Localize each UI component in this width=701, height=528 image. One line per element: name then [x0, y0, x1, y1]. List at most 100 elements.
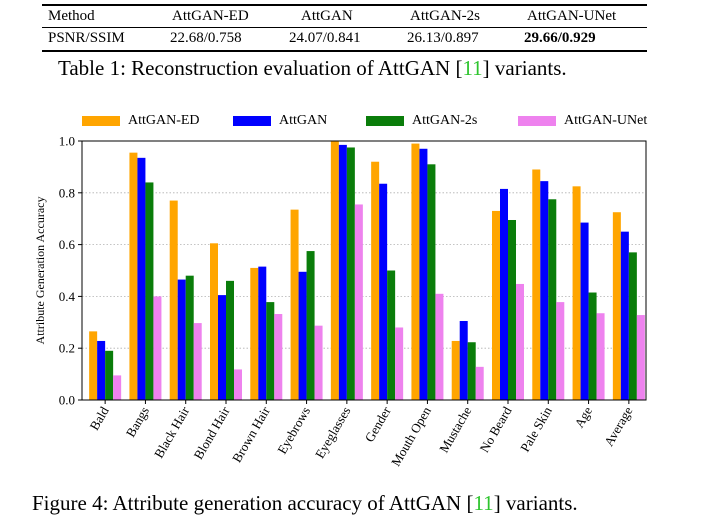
bar-attgan-ed — [492, 210, 500, 400]
bar-attgan-unet — [395, 327, 404, 400]
bar-attgan-ed — [290, 209, 299, 400]
bar-attgan-unet — [193, 323, 202, 400]
bar-attgan-2s — [266, 302, 275, 400]
bar-attgan — [258, 266, 267, 400]
bar-attgan — [419, 148, 428, 400]
bar-attgan-ed — [210, 243, 218, 400]
bar-attgan — [218, 295, 226, 400]
x-tick-label: Mustache — [436, 404, 474, 455]
bar-chart: 0.0 0.2 0.4 0.6 0.8 1.0 Attribute Generation A… — [33, 134, 647, 469]
bar-attgan-unet — [274, 314, 283, 400]
x-tick-label: No Beard — [477, 404, 515, 455]
table-cell-metric: PSNR/SSIM — [48, 30, 125, 46]
x-tick-label: Brown Hair — [229, 403, 273, 465]
bar-attgan-2s — [387, 270, 396, 400]
table-bottom-rule — [42, 50, 647, 52]
bar-attgan — [500, 188, 508, 400]
y-tick-label: 0.2 — [59, 341, 75, 356]
legend-swatch-attgan-2s — [366, 116, 404, 126]
figure-caption: Figure 4: Attribute generation accuracy … — [32, 491, 578, 516]
bar-attgan-unet — [556, 302, 565, 400]
bar-attgan-unet — [636, 315, 645, 400]
y-tick-label: 1.0 — [59, 134, 75, 149]
legend-label-attgan-unet: AttGAN-UNet — [564, 113, 648, 128]
bar-attgan — [540, 181, 549, 400]
table-header-attgan-2s: AttGAN-2s — [410, 8, 480, 24]
x-tick-label: Gender — [362, 403, 394, 444]
bar-attgan-unet — [314, 325, 323, 400]
table-caption-suffix: ] variants. — [482, 56, 567, 80]
bar-attgan — [137, 157, 146, 400]
bar-attgan-unet — [113, 375, 122, 400]
y-tick-label: 0.4 — [59, 289, 76, 304]
bar-attgan-ed — [532, 169, 541, 400]
legend-swatch-attgan — [233, 116, 271, 126]
y-tick-label: 0.8 — [59, 185, 75, 200]
bar-attgan — [580, 222, 589, 400]
bar-attgan-unet — [153, 296, 162, 400]
table-caption-prefix: Table 1: Reconstruction evaluation of At… — [58, 56, 463, 80]
bar-attgan-2s — [508, 219, 516, 400]
legend-label-attgan: AttGAN — [279, 113, 328, 128]
figure-caption-prefix: Figure 4: Attribute generation accuracy … — [32, 491, 474, 515]
bar-attgan-ed — [89, 331, 98, 400]
bar-attgan — [620, 231, 629, 400]
y-tick-label: 0.0 — [59, 393, 75, 408]
table-top-rule — [42, 4, 647, 6]
x-tick-label: Bangs — [123, 404, 152, 440]
table-header-attgan: AttGAN — [301, 8, 353, 24]
bar-attgan-2s — [588, 292, 597, 400]
bar-attgan-unet — [435, 293, 444, 400]
y-axis-label: Attribute Generation Accuracy — [33, 197, 47, 345]
bar-attgan-unet — [234, 369, 242, 400]
bar-attgan-2s — [145, 182, 154, 400]
bar-attgan-unet — [354, 204, 363, 400]
bar-attgan — [379, 183, 388, 400]
bar-attgan-2s — [628, 252, 637, 400]
bar-attgan-ed — [411, 143, 420, 400]
table-header-attgan-unet: AttGAN-UNet — [527, 8, 617, 24]
bar-attgan — [97, 340, 106, 400]
x-tick-label: Average — [601, 404, 636, 449]
bar-attgan-ed — [572, 186, 581, 400]
table-cell-attgan: 24.07/0.841 — [289, 30, 361, 46]
x-tick-label: Age — [571, 404, 595, 430]
bar-attgan-unet — [516, 283, 524, 400]
bar-attgan-ed — [330, 141, 339, 400]
table-caption: Table 1: Reconstruction evaluation of At… — [58, 56, 567, 81]
bar-attgan — [338, 144, 347, 400]
bar-attgan-2s — [467, 342, 476, 400]
table-header-method: Method — [48, 8, 95, 24]
bar-attgan-unet — [475, 366, 484, 400]
x-tick-label: Black Hair — [151, 403, 193, 460]
bar-attgan-2s — [548, 199, 557, 400]
legend-label-attgan-2s: AttGAN-2s — [412, 113, 478, 128]
legend-swatch-attgan-unet — [518, 116, 556, 126]
bar-attgan — [298, 271, 307, 400]
legend-swatch-attgan-ed — [82, 116, 120, 126]
bar-attgan-2s — [346, 147, 355, 400]
x-tick-label: Blond Hair — [191, 403, 233, 461]
bar-attgan-ed — [129, 152, 138, 400]
table-cell-attgan-unet: 29.66/0.929 — [524, 30, 596, 46]
bar-attgan-2s — [185, 275, 194, 400]
table-header-attgan-ed: AttGAN-ED — [172, 8, 249, 24]
y-tick-label: 0.6 — [59, 237, 76, 252]
bar-attgan-ed — [612, 212, 621, 400]
x-tick-label: Mouth Open — [388, 404, 434, 469]
table-mid-rule — [42, 27, 647, 28]
bar-attgan-2s — [226, 280, 234, 400]
bar-attgan — [459, 321, 468, 400]
bar-attgan-2s — [105, 350, 114, 400]
figure-caption-citation-link[interactable]: 11 — [473, 491, 494, 515]
x-tick-label: Eyeglasses — [312, 404, 354, 461]
table-caption-citation-link[interactable]: 11 — [462, 56, 483, 80]
table-cell-attgan-2s: 26.13/0.897 — [407, 30, 479, 46]
bar-attgan-unet — [596, 313, 605, 400]
legend-label-attgan-ed: AttGAN-ED — [128, 113, 200, 128]
x-tick-label: Pale Skin — [517, 404, 555, 455]
bar-attgan-2s — [306, 251, 315, 400]
x-tick-label: Eyebrows — [274, 404, 313, 457]
x-tick-label: Bald — [86, 404, 112, 433]
table-cell-attgan-ed: 22.68/0.758 — [170, 30, 242, 46]
